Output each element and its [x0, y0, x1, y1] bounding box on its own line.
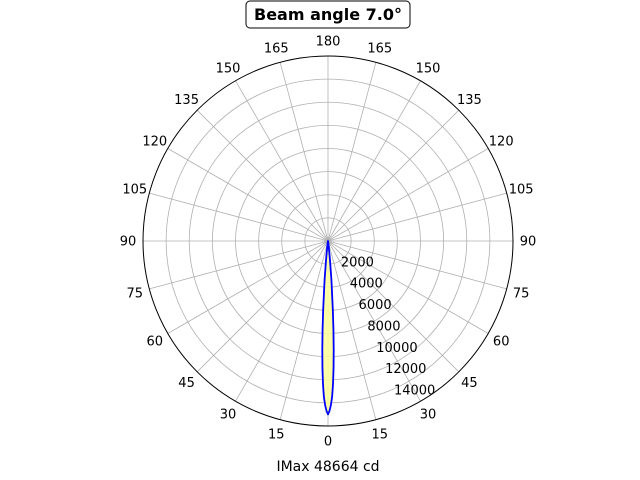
angle-tick-label: 105: [509, 183, 534, 198]
angle-tick-label: 0: [324, 435, 332, 450]
angular-grid-line: [327, 109, 460, 242]
angular-grid-line: [167, 240, 329, 334]
radial-tick-label: 8000: [367, 319, 400, 334]
angle-tick-label: 150: [216, 61, 241, 76]
radial-tick-label: 4000: [350, 277, 383, 292]
angular-grid-line: [279, 240, 329, 420]
radial-tick-label: 14000: [394, 384, 435, 399]
angle-tick-label: 90: [520, 235, 537, 250]
radial-tick-label: 2000: [341, 255, 374, 270]
title-text: Beam angle 7.0°: [254, 5, 402, 24]
angle-tick-label: 180: [316, 35, 341, 50]
angle-tick-label: 60: [147, 335, 164, 350]
angular-grid-line: [235, 80, 329, 242]
radial-tick-label: 12000: [385, 362, 426, 377]
angle-tick-label: 90: [120, 235, 137, 250]
angular-grid-line: [327, 240, 421, 402]
angular-grid-line: [327, 240, 489, 334]
label-layer: 0 15 30 45 60 75 90 105 120 135 150 165 180 165 150 135…: [120, 35, 537, 450]
angular-grid-line: [196, 109, 329, 242]
angular-grid-line: [327, 62, 377, 242]
title-box: [245, 0, 411, 29]
data-layer: [321, 240, 335, 416]
angular-grid-line: [327, 192, 507, 242]
angular-grid-line: [327, 80, 421, 242]
radial-tick-label: 10000: [376, 341, 417, 356]
angular-grid-line: [196, 240, 329, 373]
angle-tick-label: 150: [416, 61, 441, 76]
angular-grid-line: [167, 148, 329, 242]
radial-tick-label: 6000: [359, 298, 392, 313]
angle-tick-label: 30: [220, 408, 237, 423]
beam-intensity-curve: [321, 240, 335, 416]
angular-grid-line: [327, 240, 460, 373]
angular-grid-line: [235, 240, 329, 402]
angle-tick-label: 15: [371, 428, 388, 443]
x-axis-label: IMax 48664 cd: [276, 459, 379, 475]
angle-tick-label: 105: [122, 183, 147, 198]
angle-tick-label: 120: [489, 135, 514, 150]
angle-tick-label: 135: [174, 93, 199, 108]
angle-tick-label: 75: [127, 286, 144, 301]
angle-tick-label: 45: [461, 376, 478, 391]
angle-tick-label: 30: [420, 408, 437, 423]
angular-grid-line: [327, 148, 489, 242]
polar-frame: [142, 55, 514, 427]
angle-tick-label: 165: [367, 41, 392, 56]
angular-grid-line: [279, 62, 329, 242]
angular-grid-line: [327, 240, 507, 290]
angular-grid-line: [327, 240, 377, 420]
angle-tick-label: 165: [264, 41, 289, 56]
angular-grid-line: [149, 240, 329, 290]
angle-tick-label: 45: [178, 376, 195, 391]
angle-tick-label: 15: [268, 428, 285, 443]
angle-tick-label: 75: [513, 286, 530, 301]
angle-tick-label: 60: [493, 335, 510, 350]
chart-title: Beam angle 7.0°: [245, 0, 411, 29]
angle-tick-label: 135: [457, 93, 482, 108]
angle-tick-label: 120: [142, 135, 167, 150]
angular-grid-line: [149, 192, 329, 242]
